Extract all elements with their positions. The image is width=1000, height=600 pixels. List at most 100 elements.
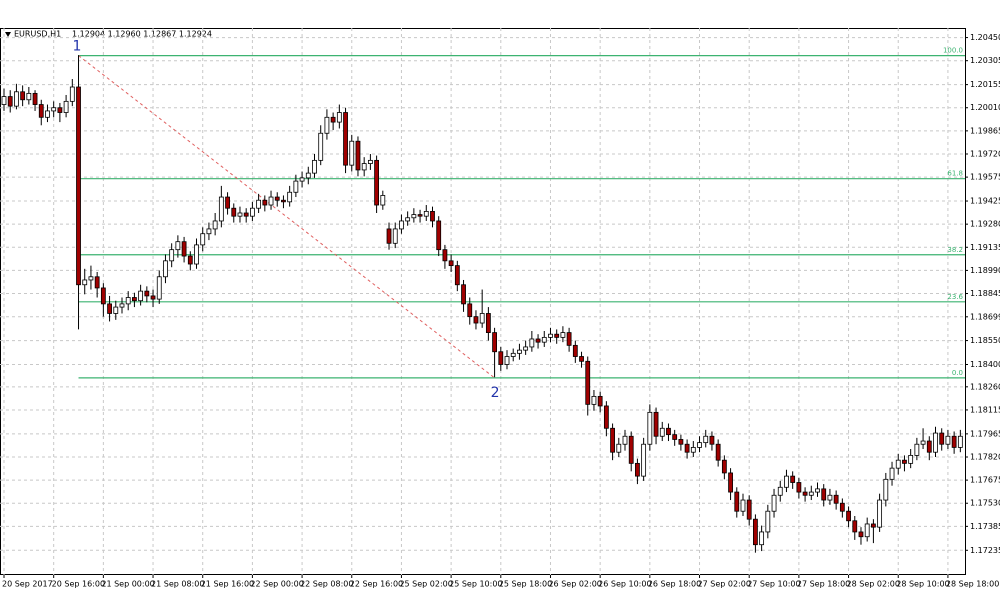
x-tick-label: 28 Sep 02:00 — [847, 580, 900, 589]
x-tick-label: 20 Sep 2017 — [2, 580, 53, 589]
candle-body — [753, 518, 758, 546]
x-tick-label: 25 Sep 02:00 — [399, 580, 452, 589]
y-tick-label: 1.20010 — [970, 103, 1000, 112]
candle-body — [815, 488, 820, 493]
x-tick-label: 21 Sep 08:00 — [151, 580, 204, 589]
candle-body — [697, 442, 702, 448]
menu-arrow — [5, 32, 11, 37]
candle-body — [312, 159, 317, 174]
y-tick-label: 1.19135 — [970, 243, 1000, 252]
quote: 1.12904 1.12960 1.12867 1.12924 — [72, 30, 212, 39]
candle-body — [256, 199, 262, 209]
candle-body — [367, 159, 373, 164]
candle-body — [517, 349, 522, 354]
candle-body — [107, 303, 112, 314]
y-tick-label: 1.20155 — [970, 80, 1000, 89]
candle-body — [63, 100, 69, 113]
candle-body — [38, 104, 44, 118]
candle-body — [889, 467, 895, 480]
fib-level-label: 38.2 — [947, 246, 963, 254]
candle-body — [666, 427, 671, 436]
candle-body — [423, 210, 429, 217]
candle-body — [821, 488, 827, 501]
y-tick-label: 1.17385 — [970, 522, 1000, 531]
candle-body — [839, 502, 845, 512]
candle-body — [262, 199, 268, 206]
candle-body — [461, 284, 466, 305]
x-tick-label: 26 Sep 10:00 — [598, 580, 651, 589]
x-tick-label: 28 Sep 10:00 — [896, 580, 949, 589]
y-tick-label: 1.20450 — [970, 33, 1000, 42]
fib-anchor-label: 2 — [491, 385, 500, 401]
candle-body — [622, 435, 628, 445]
candle-body — [156, 276, 162, 300]
candle-body — [225, 196, 230, 209]
fib-trendline — [78, 55, 495, 379]
fib-level-label: 100.0 — [943, 47, 963, 55]
candle-body — [212, 220, 218, 230]
candle-body — [51, 107, 57, 112]
candle-body — [249, 207, 255, 217]
candle-body — [603, 405, 609, 429]
candle-body — [895, 459, 901, 469]
candle-body — [100, 287, 106, 305]
candle-body — [318, 132, 324, 161]
candle-body — [846, 510, 851, 522]
candle-body — [281, 199, 286, 203]
y-tick-label: 1.18699 — [970, 312, 1000, 321]
candle-body — [69, 86, 75, 102]
candle-body — [218, 196, 224, 222]
candle-body — [20, 91, 26, 101]
candle-body — [790, 475, 796, 483]
candle-body — [709, 435, 715, 445]
candle-body — [1, 96, 7, 105]
y-tick-label: 1.19280 — [970, 220, 1000, 229]
candle-body — [715, 443, 721, 461]
candle-body — [610, 427, 615, 453]
candle-body — [163, 260, 168, 278]
candle-body — [448, 260, 454, 267]
candle-body — [293, 180, 299, 193]
candle-body — [287, 191, 293, 203]
y-tick-label: 1.19720 — [970, 149, 1000, 158]
y-tick-label: 1.17675 — [970, 476, 1000, 485]
x-tick-label: 21 Sep 16:00 — [201, 580, 254, 589]
candle-body — [647, 411, 653, 445]
candle-body — [871, 523, 876, 528]
candle-body — [194, 244, 199, 265]
candle-body — [784, 475, 789, 488]
candle-body — [343, 112, 348, 166]
x-tick-label: 27 Sep 18:00 — [797, 580, 850, 589]
candle-body — [734, 491, 740, 512]
x-tick-label: 27 Sep 02:00 — [698, 580, 751, 589]
candle-body — [305, 172, 311, 179]
y-tick-label: 1.17820 — [970, 452, 1000, 461]
candle-body — [200, 233, 206, 246]
candle-body — [703, 435, 709, 444]
candle-body — [88, 276, 94, 281]
candle-body — [498, 351, 504, 365]
x-tick-label: 26 Sep 18:00 — [648, 580, 701, 589]
candle-body — [442, 249, 448, 262]
y-tick-label: 1.19865 — [970, 126, 1000, 135]
candle-body — [411, 214, 417, 219]
candle-body — [765, 510, 771, 533]
candle-body — [920, 440, 926, 445]
y-tick-label: 1.18400 — [970, 360, 1000, 369]
candle-body — [728, 472, 733, 493]
y-tick-label: 1.18845 — [970, 289, 1000, 298]
candle-body — [858, 531, 864, 538]
candle-body — [94, 276, 100, 289]
candle-body — [535, 338, 541, 343]
candle-body — [57, 107, 63, 113]
candle-body — [759, 531, 765, 546]
candle-body — [554, 333, 560, 338]
x-tick-label: 28 Sep 18:00 — [946, 580, 999, 589]
candle-body — [684, 443, 690, 453]
candle-body — [175, 241, 181, 251]
candle-body — [641, 443, 647, 477]
candle-body — [430, 210, 435, 222]
x-tick-label: 22 Sep 16:00 — [350, 580, 403, 589]
